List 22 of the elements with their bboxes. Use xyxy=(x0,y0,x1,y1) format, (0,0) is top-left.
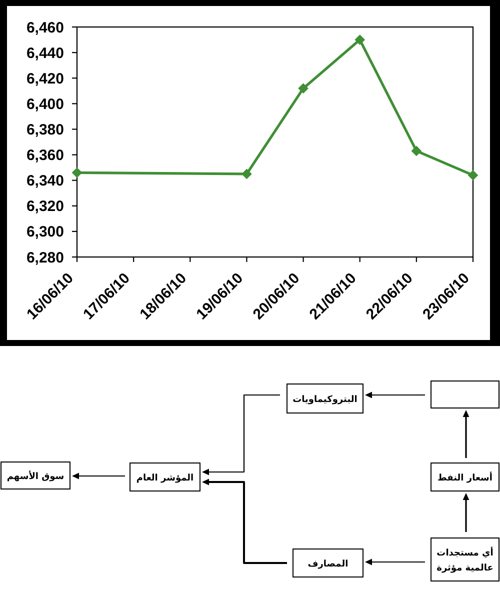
point xyxy=(411,146,422,156)
y-tick-label: 6,300 xyxy=(26,224,64,241)
y-tick-label: 6,460 xyxy=(26,19,64,36)
y-tick-label: 6,440 xyxy=(26,44,64,62)
point xyxy=(72,168,82,178)
y-tick-label: 6,360 xyxy=(26,147,64,164)
y-tick-label: 6,280 xyxy=(26,249,64,266)
text: سوق الأسهم xyxy=(6,470,64,482)
text: البتروكيماويات xyxy=(292,394,358,405)
text: أي مستجدات عالمية مؤثرة xyxy=(436,546,494,574)
y-tick-label: 6,380 xyxy=(26,122,64,139)
y-tick-label: 6,400 xyxy=(26,96,64,113)
text: المصارف xyxy=(308,559,348,570)
y-tick-label: 6,420 xyxy=(26,70,64,88)
point xyxy=(468,170,478,180)
point xyxy=(354,34,365,45)
point xyxy=(298,83,308,94)
y-tick-label: 6,320 xyxy=(26,198,64,216)
text: المؤشر العام xyxy=(136,473,194,484)
text: أسعار النفط xyxy=(438,471,492,484)
point xyxy=(242,168,252,179)
y-tick-label: 6,340 xyxy=(26,172,64,190)
